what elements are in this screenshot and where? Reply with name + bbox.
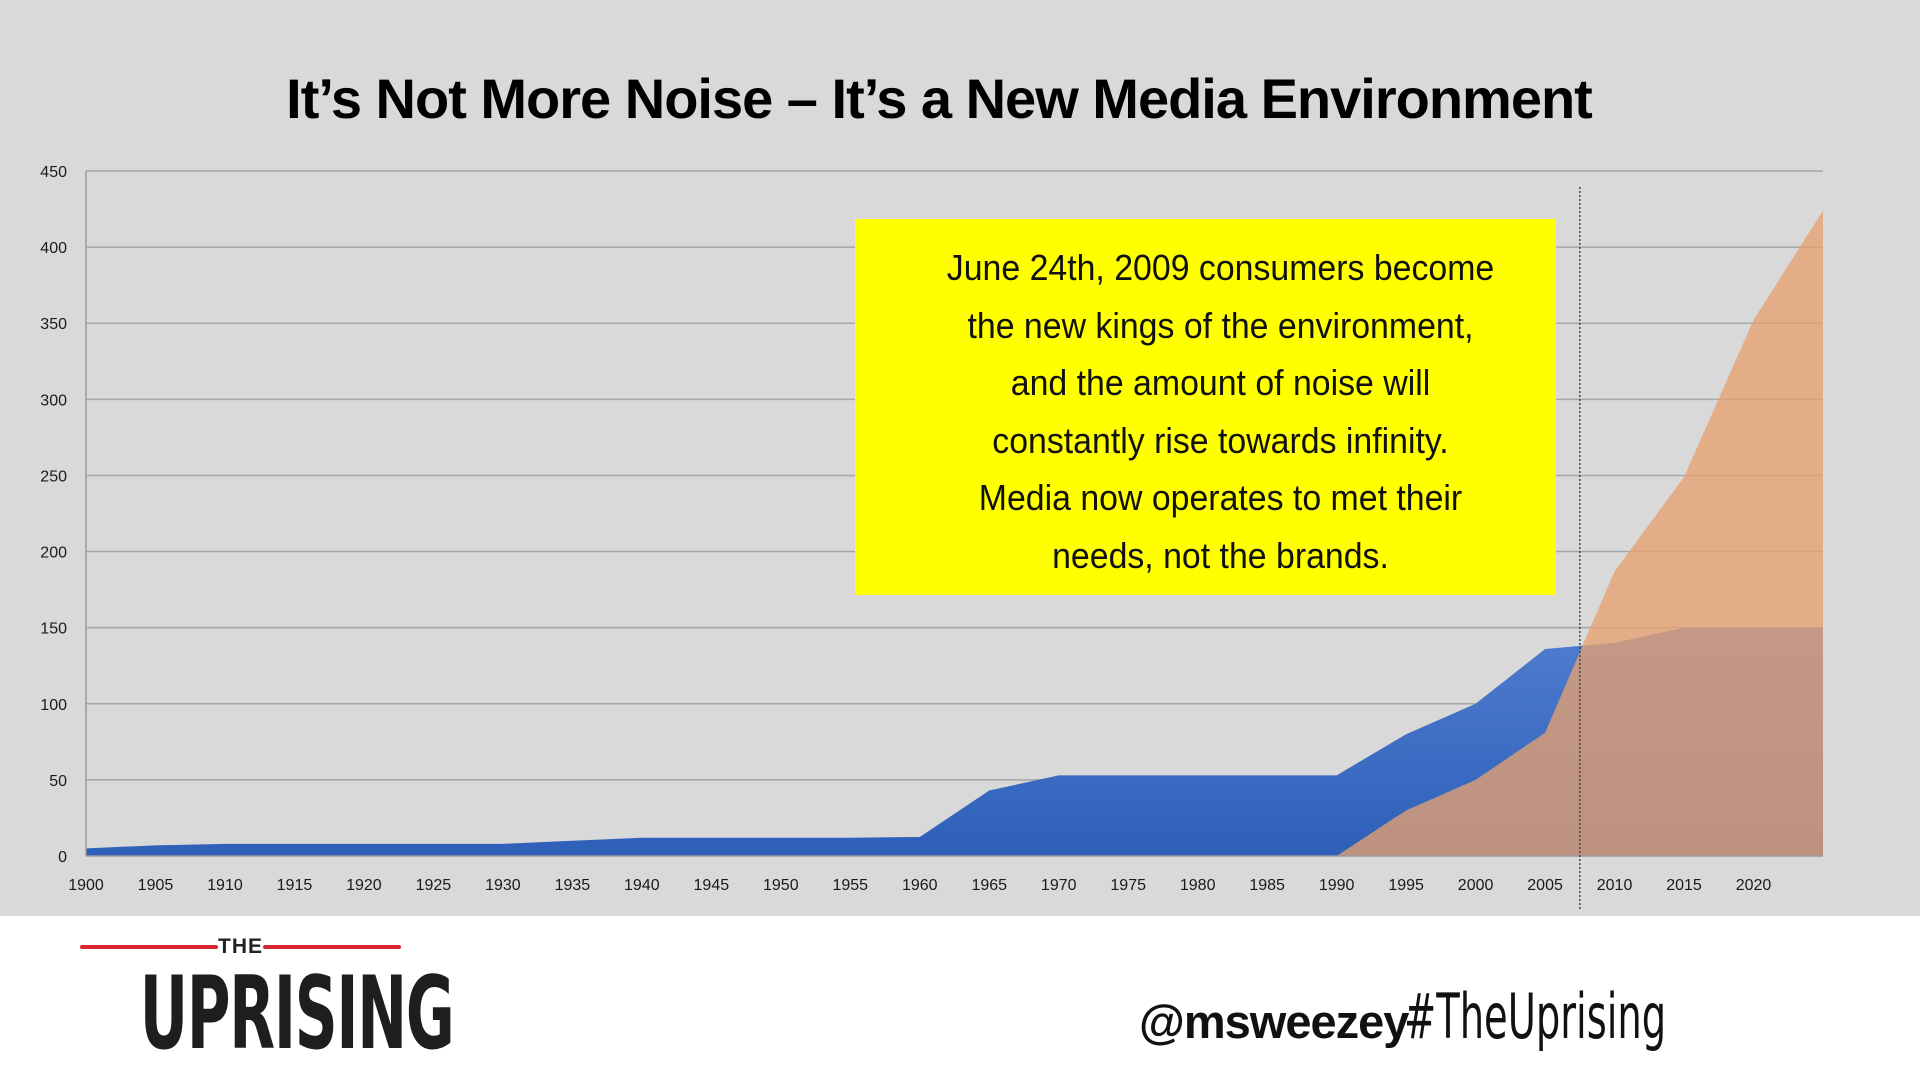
x-tick-label: 1905 bbox=[138, 877, 174, 894]
y-tick-label: 100 bbox=[40, 697, 67, 714]
area-series-consumer-media bbox=[86, 210, 1823, 857]
area-series-brand-media bbox=[86, 627, 1823, 856]
x-tick-label: 1975 bbox=[1110, 877, 1146, 894]
callout-line: needs, not the brands. bbox=[1052, 534, 1389, 576]
x-tick-label: 1940 bbox=[624, 877, 660, 894]
x-tick-label: 2000 bbox=[1458, 877, 1494, 894]
y-tick-label: 200 bbox=[40, 545, 67, 562]
callout-line: the new kings of the environment, bbox=[967, 304, 1474, 346]
x-tick-label: 1960 bbox=[902, 877, 938, 894]
x-tick-label: 1955 bbox=[832, 877, 868, 894]
x-tick-label: 1980 bbox=[1180, 877, 1216, 894]
x-tick-label: 1995 bbox=[1388, 877, 1424, 894]
x-tick-label: 1910 bbox=[207, 877, 243, 894]
x-tick-label: 2005 bbox=[1527, 877, 1563, 894]
callout-line: and the amount of noise will bbox=[1010, 362, 1431, 403]
x-tick-label: 1920 bbox=[346, 877, 382, 894]
x-tick-label: 1970 bbox=[1041, 877, 1077, 894]
y-tick-label: 250 bbox=[40, 468, 67, 485]
x-tick-label: 1930 bbox=[485, 877, 521, 894]
logo-accent-line-left bbox=[80, 945, 218, 949]
callout-line: constantly rise towards infinity. bbox=[992, 419, 1449, 461]
x-tick-label: 2020 bbox=[1736, 877, 1772, 894]
x-tick-label: 1965 bbox=[971, 877, 1007, 894]
x-axis-ticks: 1900 1905 1910 1915 1920 1925 1930 1935 1940 1945… bbox=[68, 877, 1771, 894]
callout-box: June 24th, 2009 consumers become the new… bbox=[855, 219, 1556, 595]
x-tick-label: 1935 bbox=[555, 877, 591, 894]
axes bbox=[85, 171, 1823, 857]
logo-accent-line-right bbox=[263, 945, 401, 949]
x-tick-label: 1985 bbox=[1249, 877, 1285, 894]
x-tick-label: 2015 bbox=[1666, 877, 1702, 894]
logo-uprising-text: UPRISING bbox=[139, 954, 455, 1073]
area-chart: 0 50 100 150 200 250 300 350 400 450 1900 1905 1910… bbox=[40, 164, 1823, 910]
y-tick-label: 150 bbox=[40, 621, 67, 638]
area-series bbox=[86, 210, 1823, 857]
x-tick-label: 1945 bbox=[694, 877, 730, 894]
twitter-handle: @msweezey bbox=[1139, 995, 1409, 1048]
x-tick-label: 1990 bbox=[1319, 877, 1355, 894]
y-tick-label: 300 bbox=[40, 392, 67, 409]
slide-title: It’s Not More Noise – It’s a New Media E… bbox=[286, 67, 1593, 130]
y-tick-label: 400 bbox=[40, 240, 67, 257]
y-axis-ticks: 0 50 100 150 200 250 300 350 400 450 bbox=[40, 164, 67, 866]
x-tick-label: 1900 bbox=[68, 877, 104, 894]
y-tick-label: 50 bbox=[49, 773, 67, 790]
y-tick-label: 0 bbox=[58, 849, 67, 866]
x-tick-label: 1925 bbox=[416, 877, 452, 894]
y-tick-label: 350 bbox=[40, 316, 67, 333]
hashtag: #TheUprising bbox=[1404, 980, 1667, 1053]
uprising-logo: THE UPRISING bbox=[78, 935, 455, 1073]
callout-line: Media now operates to met their bbox=[978, 477, 1463, 518]
x-tick-label: 2010 bbox=[1597, 877, 1633, 894]
y-tick-label: 450 bbox=[40, 164, 67, 181]
x-tick-label: 1915 bbox=[277, 877, 313, 894]
callout-line: June 24th, 2009 consumers become bbox=[946, 247, 1495, 288]
logo-the-text: THE bbox=[218, 935, 263, 958]
x-tick-label: 1950 bbox=[763, 877, 799, 894]
